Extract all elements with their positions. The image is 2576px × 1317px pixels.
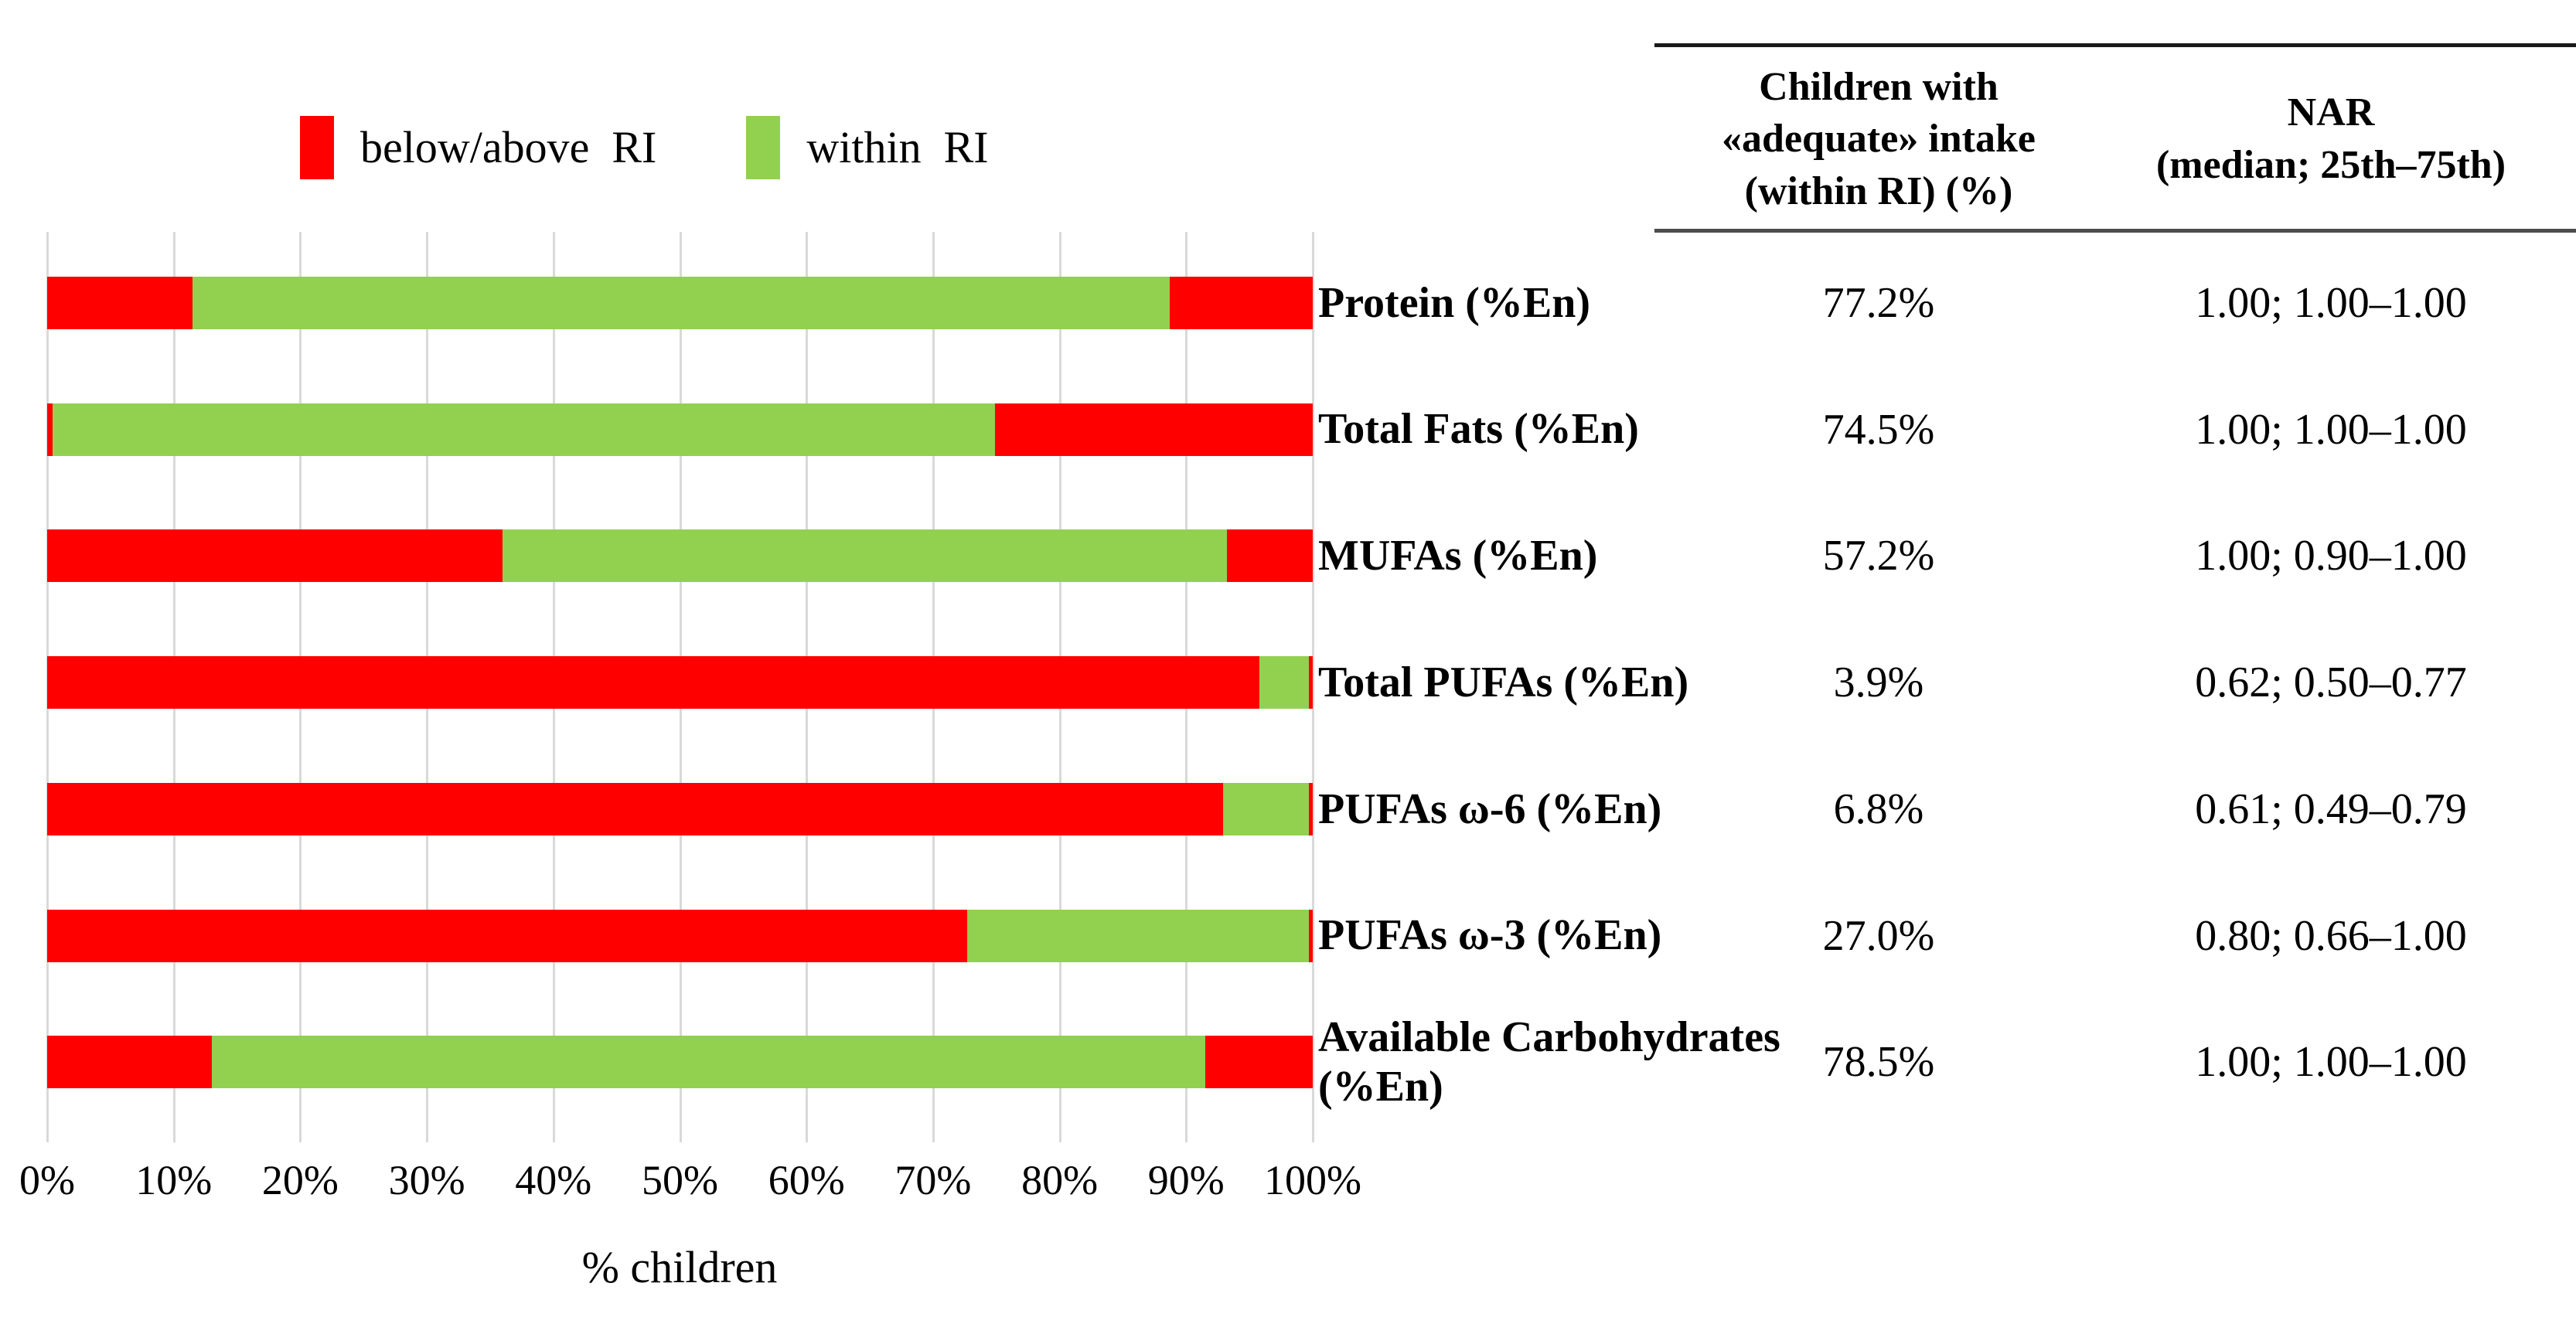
cell-adequate-pufas-3-en: 27.0% — [1822, 911, 1935, 960]
cell-nar-mufas-en: 1.00; 0.90–1.00 — [2195, 532, 2467, 580]
legend-swatch-below-above-ri-icon — [300, 116, 334, 179]
bar-segment-below-available-carbohydrates-en — [47, 1036, 212, 1089]
x-tick-label-50%: 50% — [642, 1157, 718, 1203]
x-tick-label-70%: 70% — [894, 1157, 972, 1203]
bar-segment-within-available-carbohydrates-en — [211, 1036, 1205, 1089]
bar-segment-below-total-pufas-en — [47, 656, 1260, 710]
table-header-rule — [1654, 229, 2576, 233]
gridline-100% — [1312, 232, 1314, 1142]
row-label-available-carbohydrates-en: Available Carbohydrates (%En) — [1318, 1012, 1780, 1111]
bar-segment-below-pufas-3-en — [47, 909, 968, 962]
row-label-mufas-en: MUFAs (%En) — [1318, 532, 1598, 580]
cell-nar-total-pufas-en: 0.62; 0.50–0.77 — [2195, 658, 2467, 707]
cell-nar-pufas-6-en: 0.61; 0.49–0.79 — [2195, 784, 2467, 833]
x-tick-label-20%: 20% — [261, 1157, 339, 1203]
bar-segment-within-total-pufas-en — [1259, 656, 1310, 710]
bar-row-pufas-3-en — [47, 909, 1313, 962]
bar-segment-above-available-carbohydrates-en — [1205, 1036, 1313, 1089]
bar-row-mufas-en — [47, 529, 1313, 583]
cell-nar-pufas-3-en: 0.80; 0.66–1.00 — [2195, 911, 2467, 960]
bar-row-protein-en — [47, 277, 1313, 329]
x-tick-label-100%: 100% — [1264, 1157, 1361, 1203]
cell-nar-total-fats-en: 1.00; 1.00–1.00 — [2195, 405, 2467, 454]
bar-segment-above-protein-en — [1170, 277, 1313, 329]
cell-adequate-total-fats-en: 74.5% — [1822, 405, 1935, 454]
cell-adequate-mufas-en: 57.2% — [1822, 532, 1935, 580]
bar-segment-below-mufas-en — [47, 529, 503, 583]
row-label-total-pufas-en: Total PUFAs (%En) — [1318, 658, 1689, 706]
bar-segment-above-pufas-6-en — [1309, 782, 1313, 835]
x-tick-label-30%: 30% — [388, 1157, 465, 1203]
bar-row-pufas-6-en — [47, 782, 1313, 835]
bar-segment-above-mufas-en — [1226, 529, 1313, 583]
legend-label-within-ri: within RI — [806, 122, 989, 172]
x-tick-label-40%: 40% — [515, 1157, 592, 1203]
legend-label-below-above-ri: below/above RI — [360, 122, 657, 172]
x-tick-label-10%: 10% — [135, 1157, 213, 1203]
bar-segment-within-pufas-3-en — [967, 909, 1310, 962]
bar-row-total-fats-en — [47, 403, 1313, 456]
row-label-pufas-6-en: PUFAs ω-6 (%En) — [1318, 784, 1662, 833]
x-tick-label-90%: 90% — [1147, 1157, 1225, 1203]
cell-nar-protein-en: 1.00; 1.00–1.00 — [2195, 279, 2467, 327]
bar-row-available-carbohydrates-en — [47, 1036, 1313, 1089]
x-tick-label-0%: 0% — [19, 1157, 75, 1203]
table-header-adequate: Children with «adequate» intake (within … — [1722, 64, 2036, 213]
table-header-nar: NAR (median; 25th–75th) — [2155, 90, 2506, 187]
bar-segment-below-pufas-6-en — [47, 782, 1223, 835]
bar-segment-below-total-fats-en — [47, 403, 53, 456]
row-label-total-fats-en: Total Fats (%En) — [1318, 405, 1639, 454]
bar-segment-within-pufas-6-en — [1222, 782, 1310, 835]
cell-nar-available-carbohydrates-en: 1.00; 1.00–1.00 — [2195, 1038, 2467, 1087]
bar-segment-within-mufas-en — [503, 529, 1227, 583]
bar-segment-below-protein-en — [47, 277, 193, 329]
bar-segment-within-protein-en — [193, 277, 1170, 329]
row-label-pufas-3-en: PUFAs ω-3 (%En) — [1318, 911, 1662, 960]
bar-segment-above-total-fats-en — [995, 403, 1313, 456]
cell-adequate-available-carbohydrates-en: 78.5% — [1822, 1038, 1935, 1087]
bar-row-total-pufas-en — [47, 656, 1313, 710]
cell-adequate-pufas-6-en: 6.8% — [1833, 784, 1924, 833]
chart-legend: below/above RI within RI — [300, 116, 989, 179]
bar-segment-above-total-pufas-en — [1309, 656, 1313, 710]
x-tick-label-60%: 60% — [768, 1157, 845, 1203]
bar-segment-above-pufas-3-en — [1309, 909, 1313, 962]
bar-chart-plot — [46, 232, 1314, 1142]
legend-swatch-within-ri-icon — [746, 116, 781, 179]
cell-adequate-protein-en: 77.2% — [1822, 279, 1935, 327]
x-tick-label-80%: 80% — [1021, 1157, 1099, 1203]
bar-segment-within-total-fats-en — [52, 403, 996, 456]
cell-adequate-total-pufas-en: 3.9% — [1833, 658, 1924, 707]
x-axis-title: % children — [581, 1242, 778, 1292]
table-top-rule — [1654, 43, 2576, 47]
row-label-protein-en: Protein (%En) — [1318, 278, 1591, 327]
